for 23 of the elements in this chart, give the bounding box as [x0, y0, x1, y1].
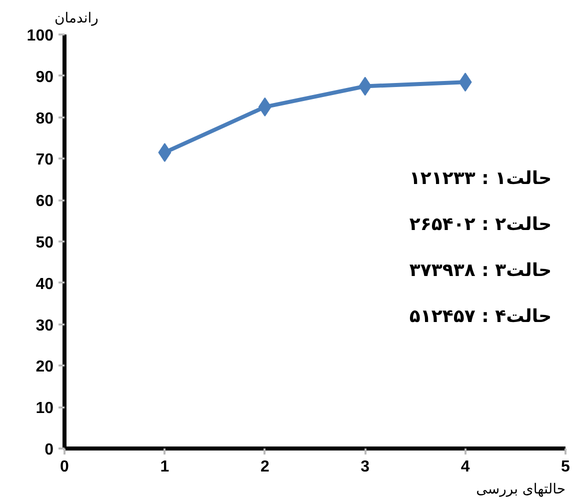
annotation: حالت۴ : ۵۱۲۴۵۷ — [409, 306, 552, 327]
x-tick-label: 5 — [561, 458, 570, 476]
y-tick-label: 90 — [36, 68, 54, 86]
x-tick-label: 1 — [160, 458, 170, 476]
y-tick-label: 0 — [44, 442, 54, 458]
x-tick-label: 0 — [60, 458, 70, 476]
y-tick-label: 40 — [36, 276, 54, 293]
y-tick-label: 30 — [36, 317, 54, 334]
annotation: حالت۳ : ۳۷۳۹۳۸ — [409, 260, 552, 281]
y-tick-label: 50 — [36, 234, 54, 252]
y-tick-label: 20 — [36, 358, 54, 376]
x-tick-label: 2 — [260, 458, 270, 476]
annotation: حالت۱ : ۱۲۱۲۳۳ — [409, 168, 552, 189]
y-tick-label: 60 — [36, 193, 54, 210]
y-axis-title: راندمان — [54, 10, 98, 26]
x-tick-label: 4 — [460, 458, 470, 476]
y-tick-label: 70 — [36, 152, 54, 169]
y-tick-label: 10 — [36, 400, 54, 418]
x-axis-title: حالتهای بررسی — [476, 482, 566, 498]
annotation: حالت۲ : ۲۶۵۴۰۲ — [409, 214, 552, 235]
y-tick-label: 80 — [36, 110, 54, 128]
x-tick-label: 3 — [360, 458, 370, 476]
y-tick-label: 100 — [26, 28, 54, 44]
